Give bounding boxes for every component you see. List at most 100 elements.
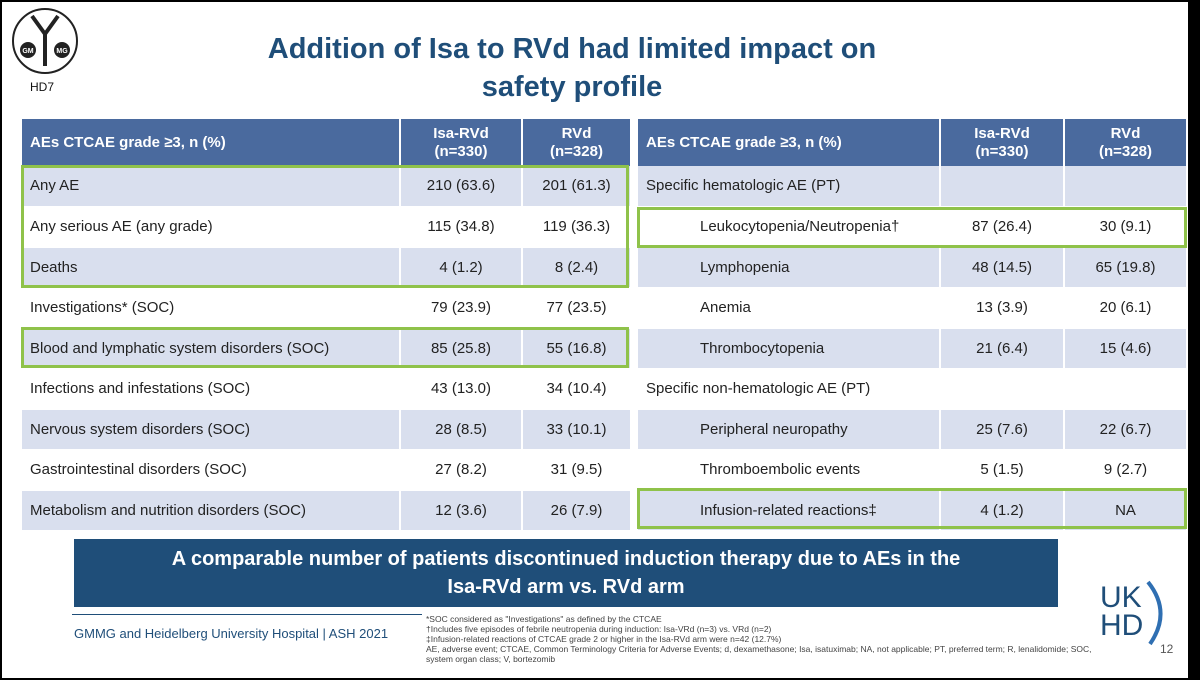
rvd-value <box>1063 166 1186 208</box>
table-row: Investigations* (SOC) 79 (23.9) 77 (23.5) <box>22 287 630 329</box>
row-label: Infections and infestations (SOC) <box>22 368 400 410</box>
rvd-value: 22 (6.7) <box>1063 409 1186 451</box>
right-header-isa: Isa-RVd (n=330) <box>939 119 1064 166</box>
left-header-isa: Isa-RVd (n=330) <box>399 119 522 166</box>
footnote-3: ‡Infusion-related reactions of CTCAE gra… <box>426 634 782 644</box>
row-label: Leukocytopenia/Neutropenia† <box>638 206 940 248</box>
isa-rvd-value: 48 (14.5) <box>939 247 1064 289</box>
row-label: Infusion-related reactions‡ <box>638 490 940 532</box>
table-row: Leukocytopenia/Neutropenia† 87 (26.4) 30 (… <box>638 206 1186 248</box>
gmmg-logo: GM MG HD7 <box>12 8 82 98</box>
row-label: Any AE <box>22 166 400 208</box>
slide-title: Addition of Isa to RVd had limited impac… <box>182 30 962 106</box>
table-row: Any AE 210 (63.6) 201 (61.3) <box>22 166 630 208</box>
table-row: Lymphopenia 48 (14.5) 65 (19.8) <box>638 247 1186 289</box>
isa-rvd-value: 115 (34.8) <box>399 206 522 248</box>
rvd-value: 33 (10.1) <box>521 409 630 451</box>
isa-rvd-value: 25 (7.6) <box>939 409 1064 451</box>
rvd-value: 20 (6.1) <box>1063 287 1186 329</box>
rvd-value: 26 (7.9) <box>521 490 630 532</box>
footer-text: GMMG and Heidelberg University Hospital … <box>74 626 389 641</box>
table-row: Specific hematologic AE (PT) <box>638 166 1186 208</box>
isa-rvd-value: 27 (8.2) <box>399 449 522 491</box>
title-line-2: safety profile <box>481 71 663 103</box>
table-row: Specific non-hematologic AE (PT) <box>638 368 1186 410</box>
isa-rvd-value: 4 (1.2) <box>399 247 522 289</box>
row-label: Nervous system disorders (SOC) <box>22 409 400 451</box>
isa-rvd-value: 43 (13.0) <box>399 368 522 410</box>
isa-rvd-value: 79 (23.9) <box>399 287 522 329</box>
rvd-value: 201 (61.3) <box>521 166 630 208</box>
right-header-label: AEs CTCAE grade ≥3, n (%) <box>638 119 940 166</box>
table-row: Infusion-related reactions‡ 4 (1.2) NA <box>638 490 1186 532</box>
rvd-value: 34 (10.4) <box>521 368 630 410</box>
rvd-value <box>1063 368 1186 410</box>
row-label: Specific hematologic AE (PT) <box>638 166 940 208</box>
table-row: Deaths 4 (1.2) 8 (2.4) <box>22 247 630 289</box>
antibody-icon: GM MG <box>20 14 70 66</box>
row-label: Thromboembolic events <box>638 449 940 491</box>
logo-mg-text: MG <box>56 48 68 55</box>
table-row: Thromboembolic events 5 (1.5) 9 (2.7) <box>638 449 1186 491</box>
row-label: Lymphopenia <box>638 247 940 289</box>
row-label: Any serious AE (any grade) <box>22 206 400 248</box>
table-row: Blood and lymphatic system disorders (SO… <box>22 328 630 370</box>
rvd-value: 65 (19.8) <box>1063 247 1186 289</box>
table-row: Gastrointestinal disorders (SOC) 27 (8.2)… <box>22 449 630 491</box>
ukhd-arc-icon <box>1146 580 1163 646</box>
row-label: Thrombocytopenia <box>638 328 940 370</box>
table-row: Infections and infestations (SOC) 43 (13.… <box>22 368 630 410</box>
footer-divider <box>72 614 422 615</box>
isa-rvd-value: 28 (8.5) <box>399 409 522 451</box>
table-row: Any serious AE (any grade) 115 (34.8) 119 … <box>22 206 630 248</box>
row-label: Gastrointestinal disorders (SOC) <box>22 449 400 491</box>
left-ae-table: AEs CTCAE grade ≥3, n (%) Isa-RVd (n=330)… <box>22 119 630 532</box>
rvd-value: 31 (9.5) <box>521 449 630 491</box>
gmmg-logo-circle: GM MG <box>12 8 78 74</box>
right-table-header: AEs CTCAE grade ≥3, n (%) Isa-RVd (n=330)… <box>638 119 1186 166</box>
table-row: Peripheral neuropathy 25 (7.6) 22 (6.7) <box>638 409 1186 451</box>
page-number: 12 <box>1160 642 1174 656</box>
row-label: Investigations* (SOC) <box>22 287 400 329</box>
row-label: Metabolism and nutrition disorders (SOC) <box>22 490 400 532</box>
row-label: Specific non-hematologic AE (PT) <box>638 368 940 410</box>
rvd-value: 15 (4.6) <box>1063 328 1186 370</box>
rvd-value: 9 (2.7) <box>1063 449 1186 491</box>
table-row: Metabolism and nutrition disorders (SOC)… <box>22 490 630 532</box>
right-header-rvd: RVd (n=328) <box>1063 119 1186 166</box>
conclusion-banner: A comparable number of patients disconti… <box>74 539 1058 607</box>
isa-rvd-value <box>939 166 1064 208</box>
ukhd-logo: UK HD <box>1100 578 1170 648</box>
isa-rvd-value <box>939 368 1064 410</box>
rvd-value: 119 (36.3) <box>521 206 630 248</box>
rvd-value: 8 (2.4) <box>521 247 630 289</box>
footnotes: *SOC considered as "Investigations" as d… <box>426 614 1106 664</box>
isa-rvd-value: 4 (1.2) <box>939 490 1064 532</box>
isa-rvd-value: 5 (1.5) <box>939 449 1064 491</box>
logo-caption: HD7 <box>30 80 55 94</box>
isa-rvd-value: 21 (6.4) <box>939 328 1064 370</box>
rvd-value: 77 (23.5) <box>521 287 630 329</box>
rvd-value: 30 (9.1) <box>1063 206 1186 248</box>
left-table-header: AEs CTCAE grade ≥3, n (%) Isa-RVd (n=330)… <box>22 119 630 166</box>
banner-line-1: A comparable number of patients disconti… <box>171 548 961 570</box>
row-label: Peripheral neuropathy <box>638 409 940 451</box>
footnote-2: †Includes five episodes of febrile neutr… <box>426 624 772 634</box>
isa-rvd-value: 13 (3.9) <box>939 287 1064 329</box>
isa-rvd-value: 210 (63.6) <box>399 166 522 208</box>
table-row: Anemia 13 (3.9) 20 (6.1) <box>638 287 1186 329</box>
left-header-label: AEs CTCAE grade ≥3, n (%) <box>22 119 400 166</box>
table-row: Nervous system disorders (SOC) 28 (8.5) 33… <box>22 409 630 451</box>
isa-rvd-value: 12 (3.6) <box>399 490 522 532</box>
right-ae-table: AEs CTCAE grade ≥3, n (%) Isa-RVd (n=330)… <box>638 119 1186 532</box>
rvd-value: 55 (16.8) <box>521 328 630 370</box>
isa-rvd-value: 87 (26.4) <box>939 206 1064 248</box>
logo-gm-text: GM <box>22 48 33 55</box>
footnote-1: *SOC considered as "Investigations" as d… <box>426 614 662 624</box>
title-line-1: Addition of Isa to RVd had limited impac… <box>267 33 877 65</box>
rvd-value: NA <box>1063 490 1186 532</box>
left-header-rvd: RVd (n=328) <box>521 119 630 166</box>
isa-rvd-value: 85 (25.8) <box>399 328 522 370</box>
row-label: Deaths <box>22 247 400 289</box>
